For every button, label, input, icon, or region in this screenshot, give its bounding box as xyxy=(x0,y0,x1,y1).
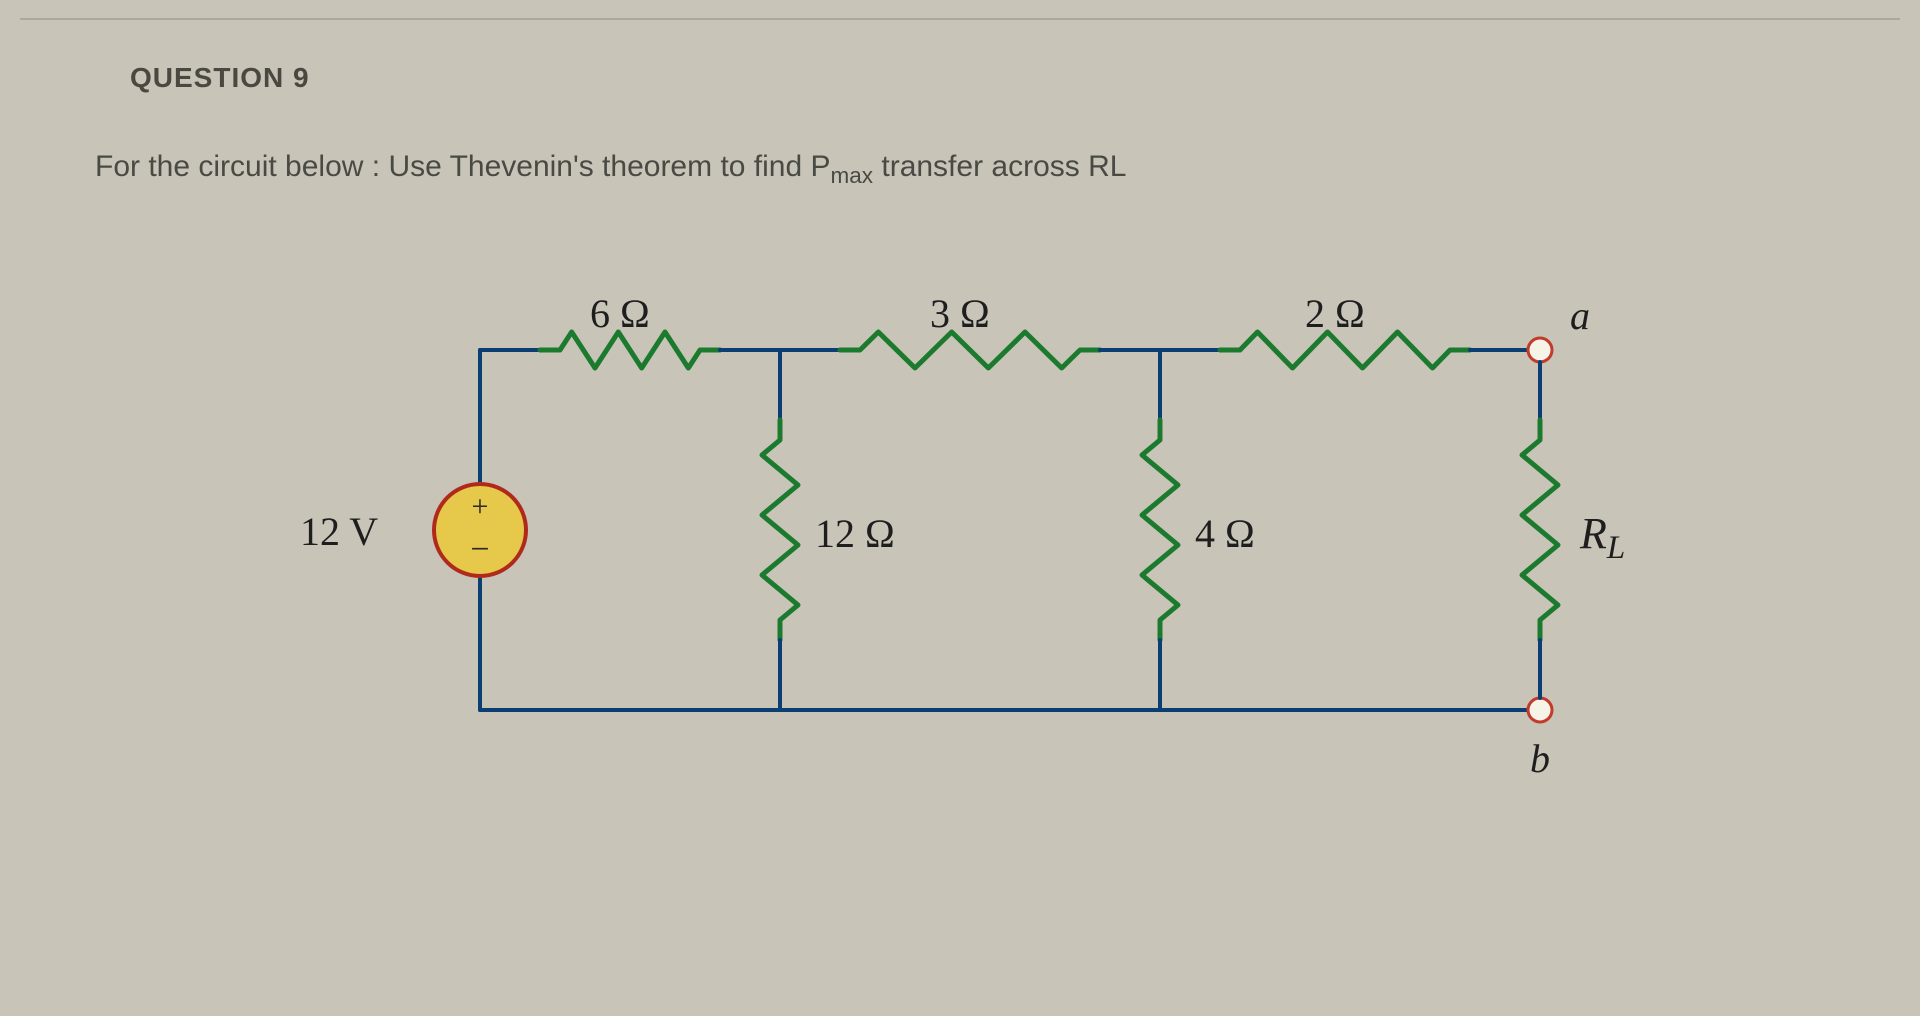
label-r6: 6 Ω xyxy=(590,290,650,337)
top-divider xyxy=(20,18,1900,20)
question-heading: QUESTION 9 xyxy=(130,62,310,94)
prompt-post: transfer across RL xyxy=(873,150,1126,183)
label-terminal-b: b xyxy=(1530,735,1550,782)
label-r4: 4 Ω xyxy=(1195,510,1255,557)
svg-text:−: − xyxy=(470,531,489,568)
page-root: QUESTION 9 For the circuit below : Use T… xyxy=(0,0,1920,1016)
svg-text:+: + xyxy=(472,490,489,523)
label-rl-text: R xyxy=(1580,509,1607,558)
label-r12: 12 Ω xyxy=(815,510,895,557)
label-r2: 2 Ω xyxy=(1305,290,1365,337)
prompt-sub: max xyxy=(831,163,874,188)
question-prompt: For the circuit below : Use Thevenin's t… xyxy=(95,150,1126,189)
circuit-diagram: +− xyxy=(400,290,1700,810)
label-r3: 3 Ω xyxy=(930,290,990,337)
label-rl-sub: L xyxy=(1607,530,1625,566)
label-rl: RL xyxy=(1580,508,1625,567)
label-source: 12 V xyxy=(300,508,378,555)
prompt-pre: For the circuit below : Use Thevenin's t… xyxy=(95,150,831,183)
label-terminal-a: a xyxy=(1570,292,1590,339)
